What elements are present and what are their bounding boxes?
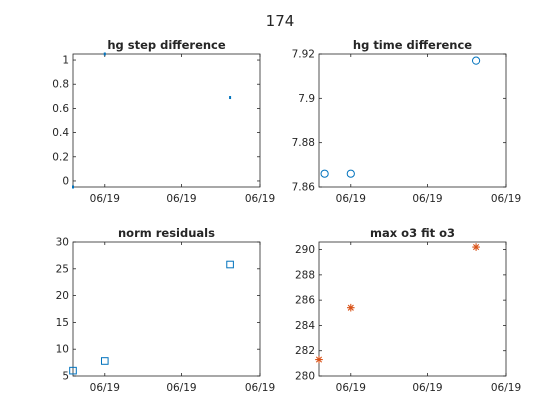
axes-box [318, 241, 507, 377]
data-point [346, 169, 355, 178]
data-point [100, 357, 109, 365]
y-tick-label: 7.92 [292, 49, 315, 61]
axes-box [318, 53, 507, 188]
y-tick-label: 7.88 [292, 137, 315, 149]
y-tick-label: 5 [62, 371, 69, 383]
x-tick-label: 06/19 [336, 382, 366, 394]
x-tick-label: 06/19 [166, 382, 196, 394]
x-tick-label: 06/19 [245, 193, 275, 205]
data-point [229, 96, 232, 100]
subplot-title: norm residuals [118, 226, 215, 240]
data-point [346, 303, 355, 312]
x-tick-label: 06/19 [90, 193, 120, 205]
y-tick-label: 30 [56, 237, 69, 249]
y-tick-label: 0.2 [52, 151, 69, 163]
y-tick-label: 20 [56, 290, 69, 302]
y-tick-label: 288 [295, 269, 315, 281]
subplot-3: norm residuals 5 10 15 20 25 30 06/19 06/19 06/19 [56, 226, 276, 394]
x-tick-label: 06/19 [491, 193, 521, 205]
y-tick-label: 7.9 [298, 93, 315, 105]
subplot-title: max o3 fit o3 [370, 226, 455, 240]
y-tick-label: 290 [295, 244, 315, 256]
figure-title: 174 [266, 12, 295, 30]
data-point [472, 243, 480, 251]
y-tick-label: 1 [62, 55, 69, 67]
y-tick-label: 25 [56, 263, 69, 275]
y-tick-label: 286 [295, 295, 315, 307]
y-tick-label: 280 [295, 371, 315, 383]
x-tick-label: 06/19 [245, 382, 275, 394]
y-tick-label: 0.8 [52, 79, 69, 91]
y-tick-label: 284 [295, 320, 315, 332]
axes-box [72, 53, 261, 188]
data-point [69, 366, 77, 375]
y-tick-label: 10 [56, 344, 69, 356]
y-tick-label: 15 [56, 317, 69, 329]
data-point [315, 355, 323, 364]
data-point [320, 169, 329, 178]
x-tick-label: 06/19 [412, 193, 442, 205]
x-tick-label: 06/19 [166, 193, 196, 205]
x-tick-label: 06/19 [336, 193, 366, 205]
y-tick-label: 282 [295, 345, 315, 357]
subplot-1: hg step difference 0 0.2 0.4 0.6 0.8 1 06/19 06/… [52, 38, 275, 205]
subplot-title: hg step difference [107, 38, 226, 52]
x-tick-label: 06/19 [90, 382, 120, 394]
y-tick-label: 7.86 [292, 182, 316, 194]
data-point [72, 185, 74, 189]
y-tick-label: 0 [62, 175, 69, 187]
x-tick-label: 06/19 [491, 382, 521, 394]
subplot-2: hg time difference 7.86 7.88 7.9 7.92 06/19 06… [292, 38, 522, 205]
data-point [226, 260, 234, 269]
y-tick-label: 0.4 [52, 127, 69, 139]
data-point [103, 52, 106, 56]
y-tick-label: 0.6 [52, 103, 69, 115]
subplot-4: max o3 fit o3 280 282 284 286 288 290 06/19 06/1… [295, 226, 521, 394]
x-tick-label: 06/19 [412, 382, 442, 394]
data-point [471, 56, 481, 65]
subplot-title: hg time difference [353, 38, 472, 52]
axes-box [72, 241, 261, 377]
